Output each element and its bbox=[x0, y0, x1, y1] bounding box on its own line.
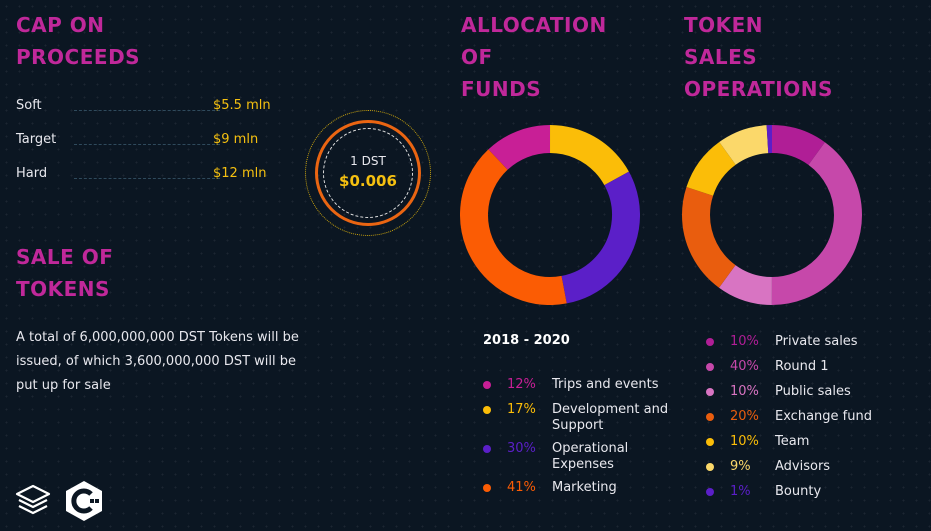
dotted-leader bbox=[74, 178, 220, 179]
sale-heading: SALE OF TOKENS bbox=[16, 245, 114, 301]
legend-bullet bbox=[706, 463, 714, 471]
legend-bullet bbox=[483, 445, 491, 453]
legend-percent: 10% bbox=[730, 334, 759, 349]
donut-slice-marketing bbox=[460, 125, 640, 305]
legend-bullet bbox=[483, 484, 491, 492]
legend-bullet bbox=[483, 406, 491, 414]
legend-percent: 10% bbox=[730, 434, 759, 449]
dotted-leader bbox=[74, 144, 220, 145]
cap-row-soft: Soft $5.5 mln bbox=[16, 98, 276, 118]
legend-bullet bbox=[706, 488, 714, 496]
cap-value: $9 mln bbox=[213, 132, 259, 147]
allocation-heading: ALLOCATION OF FUNDS bbox=[461, 13, 607, 101]
cap-row-hard: Hard $12 mln bbox=[16, 166, 276, 186]
legend-percent: 17% bbox=[507, 402, 536, 417]
price-inner-ring bbox=[323, 128, 413, 218]
dotted-leader bbox=[74, 110, 220, 111]
legend-name: Public sales bbox=[775, 384, 851, 399]
legend-percent: 10% bbox=[730, 384, 759, 399]
legend-bullet bbox=[706, 388, 714, 396]
legend-percent: 30% bbox=[507, 441, 536, 456]
cap-heading: CAP ON PROCEEDS bbox=[16, 13, 141, 69]
legend-name: Operational Expenses bbox=[552, 441, 629, 472]
legend-percent: 40% bbox=[730, 359, 759, 374]
legend-bullet bbox=[706, 338, 714, 346]
legend-name: Private sales bbox=[775, 334, 858, 349]
legend-bullet bbox=[483, 381, 491, 389]
legend-name: Team bbox=[775, 434, 810, 449]
allocation-donut-chart bbox=[460, 125, 640, 305]
cap-label: Hard bbox=[16, 166, 48, 181]
donut-slice-exchange-fund bbox=[682, 125, 862, 305]
legend-name: Development and Support bbox=[552, 402, 669, 433]
cap-row-target: Target $9 mln bbox=[16, 132, 276, 152]
price-unit: 1 DST bbox=[350, 154, 386, 168]
legend-bullet bbox=[706, 413, 714, 421]
operations-donut-chart bbox=[682, 125, 862, 305]
cap-label: Soft bbox=[16, 98, 42, 113]
cap-label: Target bbox=[16, 132, 57, 147]
legend-name: Bounty bbox=[775, 484, 822, 499]
legend-name: Trips and events bbox=[552, 377, 659, 392]
price-ring bbox=[315, 120, 421, 226]
donut-slice-bounty bbox=[682, 125, 862, 305]
legend-name: Advisors bbox=[775, 459, 831, 474]
code-logo-icon[interactable] bbox=[64, 480, 104, 522]
cap-value: $12 mln bbox=[213, 166, 267, 181]
cap-value: $5.5 mln bbox=[213, 98, 271, 113]
layers-icon[interactable] bbox=[14, 484, 52, 520]
donut-slice-development-and-support bbox=[460, 125, 640, 305]
price-value: $0.006 bbox=[339, 172, 397, 190]
donut-slice-round-1 bbox=[682, 125, 862, 305]
legend-bullet bbox=[706, 363, 714, 371]
legend-percent: 41% bbox=[507, 480, 536, 495]
legend-name: Round 1 bbox=[775, 359, 829, 374]
legend-bullet bbox=[706, 438, 714, 446]
legend-percent: 12% bbox=[507, 377, 536, 392]
legend-name: Exchange fund bbox=[775, 409, 872, 424]
legend-percent: 9% bbox=[730, 459, 751, 474]
sale-description: A total of 6,000,000,000 DST Tokens will… bbox=[16, 330, 299, 393]
token-price-badge: 1 DST $0.006 bbox=[305, 110, 431, 236]
legend-percent: 20% bbox=[730, 409, 759, 424]
legend-percent: 1% bbox=[730, 484, 751, 499]
legend-name: Marketing bbox=[552, 480, 617, 495]
period-label: 2018 - 2020 bbox=[483, 333, 570, 348]
operations-heading: TOKEN SALES OPERATIONS bbox=[684, 13, 833, 101]
donut-slice-operational-expenses bbox=[460, 125, 640, 305]
